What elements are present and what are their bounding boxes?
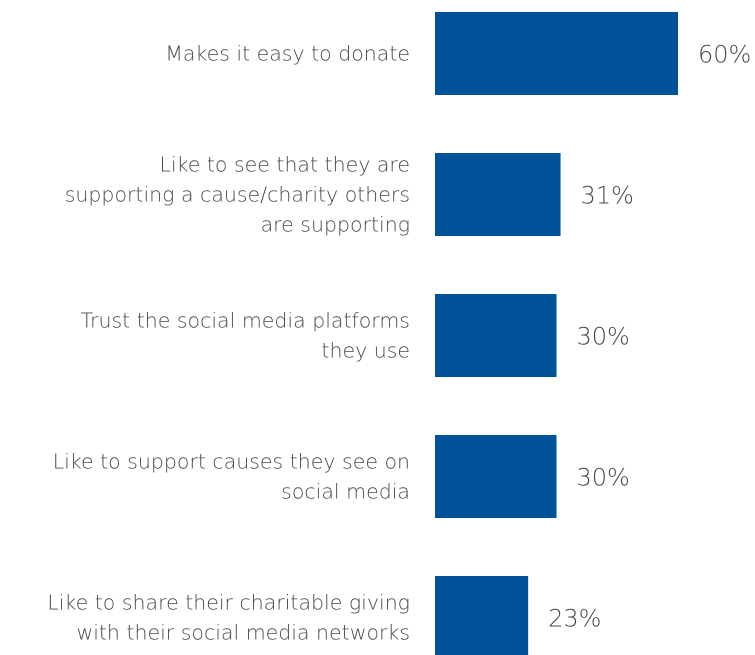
category-label-2-line-1: Like to see that they are bbox=[160, 153, 411, 177]
value-label-2: 31% bbox=[581, 182, 634, 210]
category-label-2-line-3: are supporting bbox=[261, 213, 410, 237]
category-labels-group: Makes it easy to donate Like to see that … bbox=[47, 42, 410, 645]
category-label-1-line-1: Makes it easy to donate bbox=[165, 42, 410, 66]
value-label-3: 30% bbox=[577, 323, 630, 351]
category-label-3-line-2: they use bbox=[321, 339, 410, 363]
bar-1 bbox=[435, 12, 678, 95]
category-label-4-line-2: social media bbox=[281, 480, 410, 504]
bar-4 bbox=[435, 435, 557, 518]
category-label-5-line-1: Like to share their charitable giving bbox=[47, 591, 410, 615]
value-label-1: 60% bbox=[698, 41, 751, 69]
bars-group bbox=[435, 12, 678, 655]
bar-2 bbox=[435, 153, 561, 236]
category-label-4-line-1: Like to support causes they see on bbox=[53, 450, 410, 474]
category-label-2-line-2: supporting a cause/charity others bbox=[65, 183, 410, 207]
bar-3 bbox=[435, 294, 557, 377]
category-label-5-line-2: with their social media networks bbox=[76, 621, 410, 645]
bar-5 bbox=[435, 576, 529, 655]
value-label-4: 30% bbox=[577, 464, 630, 492]
value-labels-group: 60% 31% 30% 30% 23% bbox=[548, 41, 751, 633]
value-label-5: 23% bbox=[548, 605, 601, 633]
category-label-3-line-1: Trust the social media platforms bbox=[81, 309, 410, 333]
